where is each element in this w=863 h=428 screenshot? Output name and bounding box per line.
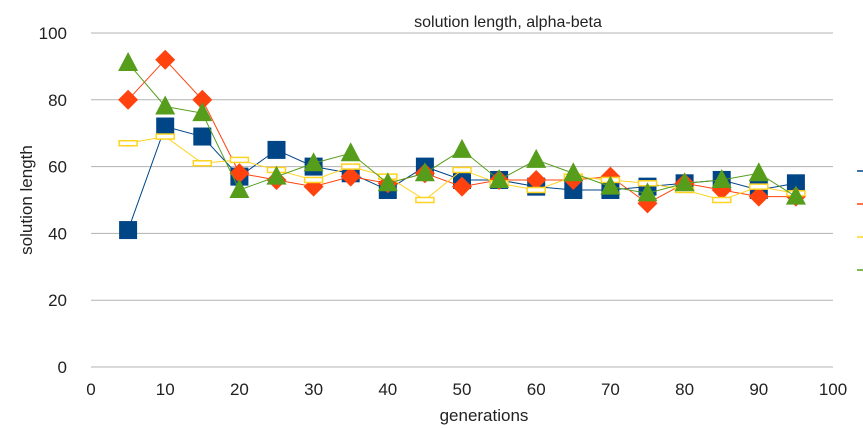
grid-lines (91, 32, 833, 301)
series-4-point (600, 175, 621, 195)
legend (857, 170, 863, 271)
x-tick-label: 0 (86, 380, 95, 399)
series-1-point (267, 140, 286, 159)
x-tick-label: 50 (453, 380, 472, 399)
series-4-point (340, 142, 361, 162)
series-4-point (192, 102, 213, 122)
series-4-point (489, 168, 510, 188)
series-3-point (415, 196, 435, 204)
x-tick-label: 10 (156, 380, 175, 399)
x-tick-label: 20 (230, 380, 249, 399)
x-tick-label: 80 (675, 380, 694, 399)
x-axis-tick-labels: 0 10 20 30 40 50 60 70 80 90 100 (86, 380, 847, 399)
x-axis-title: generations (440, 406, 529, 425)
series-3-point (118, 139, 138, 147)
y-axis-tick-labels: 0 20 40 60 80 100 (39, 24, 67, 377)
series-4-point (155, 95, 176, 115)
x-tick-label: 70 (601, 380, 620, 399)
series-3-point (526, 186, 546, 194)
series-2-point (155, 49, 176, 70)
series-3-point (749, 183, 769, 190)
series-3-point (711, 196, 732, 204)
series-1-point (193, 127, 212, 146)
series-4-point (266, 165, 287, 185)
series-4-point (711, 168, 732, 188)
x-tick-label: 90 (749, 380, 768, 399)
series-2-point (192, 89, 213, 110)
x-tick-label: 30 (304, 380, 323, 399)
y-axis-title: solution length (17, 145, 36, 255)
x-tick-label: 100 (819, 380, 847, 399)
series-2 (118, 49, 806, 214)
x-tick-label: 60 (527, 380, 546, 399)
series-4-point (303, 152, 324, 172)
series-4-point (526, 148, 547, 168)
series-1-point (156, 117, 175, 136)
series-4-point (414, 162, 435, 182)
series-2-point (118, 89, 139, 110)
series-2-point (229, 163, 250, 184)
series-4-point (118, 52, 139, 72)
series-4-point (229, 178, 250, 198)
y-tick-label: 100 (39, 24, 67, 43)
y-tick-label: 80 (48, 91, 67, 110)
series-1-point (564, 180, 583, 199)
series-4-point (452, 138, 472, 158)
series-1-point (786, 174, 805, 193)
y-tick-label: 60 (48, 158, 67, 177)
series-4-point (748, 162, 769, 182)
series-layer (118, 49, 806, 240)
series-2-point (452, 176, 472, 197)
series-2-point (748, 186, 769, 207)
chart-title: solution length, alpha-beta (414, 14, 602, 31)
series-3-point (155, 133, 175, 140)
series-4-point (785, 185, 806, 205)
series-3-point (229, 156, 250, 164)
y-tick-label: 40 (48, 224, 67, 243)
series-4-point (674, 172, 695, 192)
series-3-point (192, 160, 213, 167)
series-4-point (637, 182, 658, 202)
series-4 (118, 52, 806, 205)
series-3-point (303, 176, 324, 184)
series-3-point (452, 166, 472, 174)
series-1-point (119, 221, 138, 240)
series-4-point (377, 172, 398, 192)
y-tick-label: 20 (48, 291, 67, 310)
x-tick-label: 40 (378, 380, 397, 399)
series-2-point (526, 169, 547, 190)
series-4-point (563, 162, 584, 182)
series-3-point (340, 163, 361, 170)
series-2-point (340, 166, 361, 187)
y-tick-label: 0 (58, 358, 67, 377)
